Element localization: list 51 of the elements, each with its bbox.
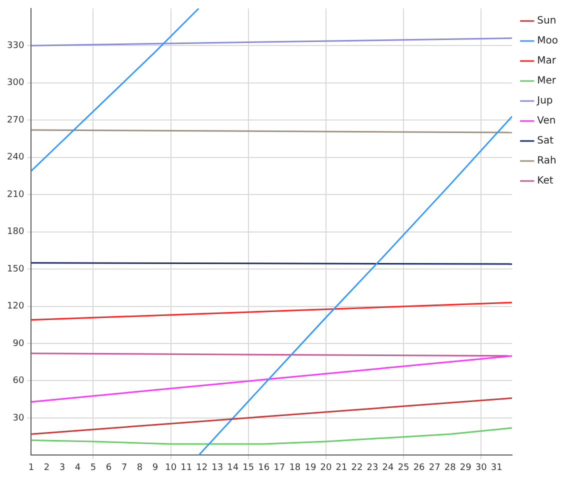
x-tick-label: 21	[336, 462, 348, 473]
legend-label: Rah	[537, 156, 556, 167]
x-tick-label: 25	[398, 462, 410, 473]
x-tick-label: 7	[121, 462, 128, 473]
x-tick-label: 31	[490, 462, 502, 473]
legend-label: Jup	[536, 96, 553, 107]
y-tick-label: 30	[12, 413, 24, 424]
x-tick-label: 19	[304, 462, 316, 473]
x-tick-label: 6	[106, 462, 112, 473]
x-tick-label: 28	[444, 462, 456, 473]
x-tick-label: 1	[28, 462, 34, 473]
y-tick-label: 60	[12, 376, 24, 386]
x-tick-label: 12	[196, 462, 208, 473]
x-tick-label: 8	[136, 462, 143, 473]
legend-label: Ven	[537, 116, 556, 127]
legend-label: Mer	[537, 76, 557, 87]
x-tick-label: 9	[152, 462, 158, 473]
x-tick-label: 10	[165, 462, 177, 473]
y-tick-label: 120	[6, 302, 24, 312]
y-tick-label: 330	[6, 40, 24, 51]
x-tick-label: 5	[90, 462, 96, 473]
legend-label: Sat	[537, 136, 554, 147]
x-tick-label: 13	[212, 462, 224, 473]
legend-label: Moo	[537, 36, 558, 47]
legend-label: Sun	[537, 16, 556, 27]
legend-label: Ket	[537, 176, 554, 187]
x-tick-label: 14	[227, 462, 239, 473]
x-tick-label: 20	[320, 462, 332, 473]
x-tick-label: 23	[366, 462, 378, 473]
x-tick-label: 26	[413, 462, 426, 473]
x-tick-label: 17	[274, 462, 286, 473]
y-tick-label: 300	[6, 78, 24, 88]
legend-label: Mar	[537, 56, 557, 67]
y-tick-label: 90	[12, 338, 24, 349]
x-tick-label: 4	[74, 462, 81, 473]
x-tick-label: 15	[242, 462, 254, 473]
x-tick-label: 22	[351, 462, 363, 473]
x-tick-label: 24	[382, 462, 394, 473]
y-tick-label: 150	[6, 264, 24, 274]
x-tick-label: 27	[428, 462, 440, 473]
x-tick-label: 3	[59, 462, 66, 473]
x-tick-label: 16	[258, 462, 270, 473]
x-tick-label: 2	[44, 462, 50, 473]
x-tick-label: 30	[475, 462, 488, 473]
x-tick-label: 18	[289, 462, 301, 473]
y-tick-label: 180	[6, 227, 24, 238]
x-tick-label: 29	[460, 462, 472, 473]
y-tick-label: 270	[6, 115, 24, 126]
x-tick-label: 11	[180, 462, 192, 473]
y-tick-label: 240	[6, 152, 24, 163]
y-tick-label: 210	[6, 190, 24, 200]
